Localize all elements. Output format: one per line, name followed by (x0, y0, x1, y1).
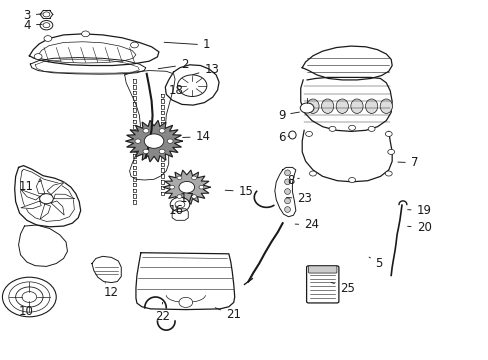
Text: 11: 11 (19, 180, 41, 193)
Text: 25: 25 (330, 282, 354, 294)
Circle shape (177, 176, 182, 180)
Circle shape (142, 129, 148, 133)
Text: 17: 17 (180, 192, 195, 205)
Text: 13: 13 (192, 63, 219, 76)
Circle shape (135, 139, 141, 143)
Text: 2: 2 (158, 58, 188, 71)
Text: 4: 4 (23, 19, 42, 32)
Polygon shape (40, 204, 50, 219)
Circle shape (179, 297, 192, 307)
Circle shape (177, 75, 206, 96)
Circle shape (387, 149, 394, 154)
Polygon shape (165, 65, 219, 105)
Polygon shape (36, 178, 45, 193)
Polygon shape (302, 46, 391, 80)
Polygon shape (274, 167, 295, 217)
Text: 21: 21 (215, 308, 241, 321)
Circle shape (385, 171, 391, 176)
Circle shape (191, 176, 196, 180)
Text: 7: 7 (397, 156, 417, 169)
Polygon shape (51, 201, 64, 215)
Text: 14: 14 (183, 130, 210, 143)
Polygon shape (21, 190, 40, 200)
Circle shape (191, 195, 196, 198)
Polygon shape (302, 130, 391, 182)
Ellipse shape (365, 99, 377, 113)
Ellipse shape (336, 99, 347, 113)
Circle shape (144, 134, 163, 148)
Text: 19: 19 (407, 204, 431, 217)
Polygon shape (54, 194, 75, 199)
Circle shape (300, 103, 313, 113)
Circle shape (44, 36, 52, 41)
Circle shape (385, 131, 391, 136)
Text: 8: 8 (287, 174, 299, 187)
Text: 9: 9 (277, 109, 299, 122)
Circle shape (179, 181, 194, 193)
Ellipse shape (284, 189, 290, 194)
Ellipse shape (321, 99, 333, 113)
Circle shape (40, 21, 53, 30)
Circle shape (348, 125, 355, 130)
Text: 1: 1 (164, 39, 210, 51)
Circle shape (348, 177, 355, 183)
Circle shape (81, 31, 89, 37)
Text: 5: 5 (368, 257, 382, 270)
Circle shape (199, 185, 203, 189)
Polygon shape (92, 256, 121, 283)
Circle shape (170, 197, 189, 212)
Text: 6: 6 (277, 131, 289, 144)
Circle shape (309, 171, 316, 176)
Polygon shape (163, 170, 210, 204)
Polygon shape (19, 225, 67, 266)
Circle shape (177, 195, 182, 198)
Circle shape (328, 126, 335, 131)
Text: 3: 3 (23, 9, 42, 22)
FancyBboxPatch shape (308, 266, 336, 273)
Ellipse shape (288, 131, 296, 139)
Text: 24: 24 (295, 219, 319, 231)
Text: 18: 18 (163, 84, 183, 99)
Text: 20: 20 (407, 221, 430, 234)
Ellipse shape (284, 207, 290, 212)
Ellipse shape (306, 99, 319, 113)
Polygon shape (29, 34, 159, 66)
Text: 10: 10 (19, 302, 33, 318)
Ellipse shape (284, 179, 290, 185)
Polygon shape (21, 201, 41, 209)
Polygon shape (125, 121, 182, 162)
Text: 12: 12 (103, 283, 119, 299)
Circle shape (167, 139, 173, 143)
Ellipse shape (284, 170, 290, 176)
Circle shape (169, 185, 174, 189)
Polygon shape (172, 209, 188, 220)
Circle shape (142, 149, 148, 154)
Polygon shape (136, 253, 234, 310)
Polygon shape (300, 77, 391, 131)
Text: 15: 15 (225, 185, 253, 198)
Circle shape (159, 129, 165, 133)
Polygon shape (15, 166, 81, 227)
Polygon shape (47, 183, 64, 194)
Circle shape (305, 131, 312, 136)
Circle shape (34, 54, 42, 59)
Circle shape (40, 194, 53, 204)
FancyBboxPatch shape (306, 266, 338, 303)
Text: 23: 23 (286, 192, 311, 205)
Circle shape (130, 42, 138, 48)
Text: 16: 16 (168, 204, 183, 217)
Polygon shape (124, 71, 175, 180)
Ellipse shape (380, 99, 391, 113)
Circle shape (367, 126, 374, 131)
Polygon shape (30, 58, 145, 74)
Circle shape (159, 149, 164, 154)
Ellipse shape (284, 198, 290, 204)
Text: 22: 22 (155, 302, 170, 323)
Circle shape (16, 287, 43, 307)
Ellipse shape (350, 99, 362, 113)
